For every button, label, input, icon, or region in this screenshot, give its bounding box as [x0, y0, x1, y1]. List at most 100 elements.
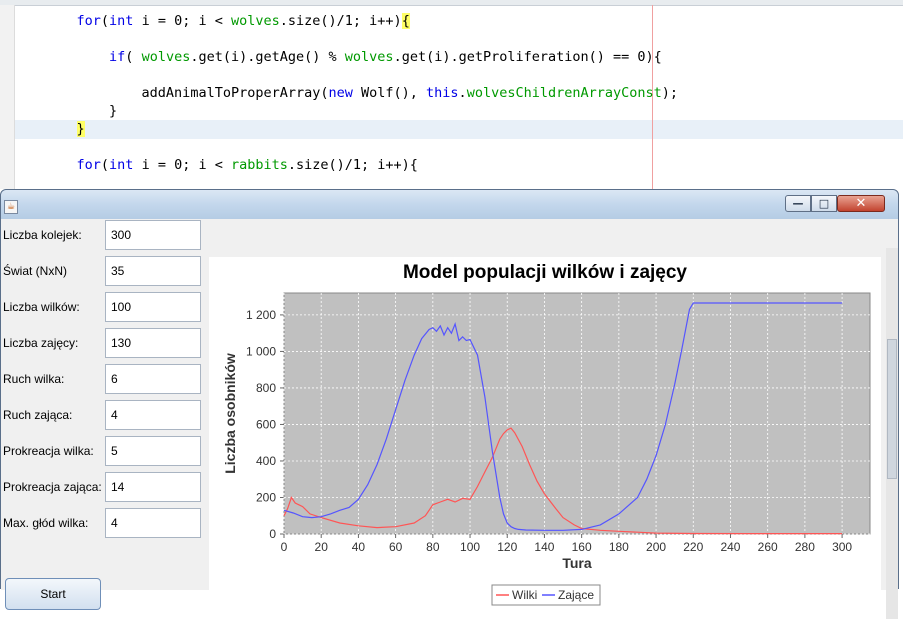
code-token: . [458, 85, 467, 101]
code-editor-background: for(int i = 0; i < wolves.size()/1; i++)… [0, 0, 903, 189]
x-tick-label: 60 [389, 540, 403, 554]
x-tick-label: 120 [497, 540, 517, 554]
series-line-wilki [283, 427, 843, 535]
editor-current-line-highlight [15, 120, 903, 139]
code-line[interactable]: } [44, 120, 85, 138]
code-token: ( [125, 49, 142, 65]
start-button[interactable]: Start [5, 578, 101, 610]
field-input[interactable]: 100 [105, 292, 201, 322]
y-tick-label: 200 [256, 490, 276, 504]
code-line[interactable]: addAnimalToProperArray(new Wolf(), this.… [44, 84, 678, 102]
code-indent [44, 103, 109, 119]
field-label: Ruch zająca: [3, 408, 73, 422]
app-window: ☕ — □ ✕ Liczba kolejek: 300 Świat (NxN) 35 L… [0, 189, 899, 619]
x-tick-label: 0 [281, 540, 288, 554]
java-app-icon: ☕ [4, 200, 18, 214]
code-token: int [109, 157, 134, 173]
code-token: .get(i).getProliferation() == 0){ [393, 49, 662, 65]
plot-area [283, 292, 871, 535]
field-input[interactable]: 35 [105, 256, 201, 286]
field-label: Liczba wilków: [3, 300, 80, 314]
close-button[interactable]: ✕ [837, 195, 885, 212]
code-token: wolvesChildrenArrayConst [466, 85, 662, 101]
x-tick-label: 300 [832, 540, 852, 554]
legend-label-zajace: Zające [558, 588, 594, 602]
field-input[interactable]: 5 [105, 436, 201, 466]
x-tick-label: 240 [720, 540, 740, 554]
code-token: } [109, 103, 118, 119]
editor-toolbar-strip [0, 0, 903, 6]
x-tick-label: 220 [683, 540, 703, 554]
code-token: rabbits [230, 157, 288, 173]
legend-label-wilki: Wilki [512, 588, 537, 602]
x-tick-label: 20 [315, 540, 329, 554]
y-tick-label: 0 [269, 527, 276, 541]
field-input[interactable]: 300 [105, 220, 201, 250]
minimize-button[interactable]: — [785, 195, 811, 212]
code-indent [44, 85, 142, 101]
code-token: i = 0; i < [133, 157, 231, 173]
y-tick-label: 1 200 [246, 308, 276, 322]
code-indent [44, 157, 77, 173]
code-indent [44, 13, 77, 29]
x-tick-label: 200 [646, 540, 666, 554]
field-input[interactable]: 6 [105, 364, 201, 394]
code-indent [44, 121, 77, 137]
maximize-icon: □ [818, 197, 830, 210]
side-scrollbar-thumb[interactable] [887, 339, 897, 479]
code-indent [44, 49, 109, 65]
code-token: Wolf(), [352, 85, 427, 101]
field-label: Ruch wilka: [3, 372, 65, 386]
maximize-button[interactable]: □ [811, 195, 837, 212]
window-content: Liczba kolejek: 300 Świat (NxN) 35 Liczba wi… [1, 219, 898, 619]
minimize-icon: — [792, 197, 804, 210]
editor-gutter [0, 5, 15, 189]
x-tick-label: 100 [460, 540, 480, 554]
chart-title: Model populacji wilków i zajęcy [403, 262, 687, 283]
y-tick-label: 1 000 [246, 344, 276, 358]
code-token: .size()/1; i++){ [287, 157, 418, 173]
x-tick-label: 140 [534, 540, 554, 554]
code-token: new [328, 85, 353, 101]
field-label: Max. głód wilka: [3, 516, 89, 530]
x-tick-label: 180 [609, 540, 629, 554]
code-line[interactable]: } [44, 102, 117, 120]
field-input[interactable]: 14 [105, 472, 201, 502]
code-line[interactable]: for(int i = 0; i < rabbits.size()/1; i++… [44, 156, 418, 174]
code-token: ); [661, 85, 679, 101]
code-token: ( [100, 157, 110, 173]
x-tick-label: 280 [795, 540, 815, 554]
code-token: } [76, 121, 85, 137]
code-token: wolves [344, 49, 394, 65]
x-tick-label: 260 [758, 540, 778, 554]
chart-panel: Model populacji wilków i zajęcy 0 200 400 60… [209, 257, 881, 607]
field-label: Świat (NxN) [3, 264, 68, 278]
code-token: int [109, 13, 134, 29]
x-axis-label: Tura [562, 555, 592, 571]
code-token: for [76, 157, 101, 173]
field-label: Liczba zajęcy: [3, 336, 79, 350]
code-line[interactable]: for(int i = 0; i < wolves.size()/1; i++)… [44, 12, 410, 30]
field-input[interactable]: 130 [105, 328, 201, 358]
close-icon: ✕ [855, 196, 867, 211]
code-line[interactable]: if( wolves.get(i).getAge() % wolves.get(… [44, 48, 662, 66]
code-token: wolves [230, 13, 280, 29]
field-label: Liczba kolejek: [3, 228, 82, 242]
code-token: if [109, 49, 126, 65]
field-input[interactable]: 4 [105, 400, 201, 430]
code-token: wolves [141, 49, 191, 65]
population-chart: Model populacji wilków i zajęcy020040060… [222, 262, 871, 606]
code-token: for [76, 13, 101, 29]
y-tick-label: 600 [256, 417, 276, 431]
code-token: { [401, 13, 410, 29]
x-tick-label: 160 [572, 540, 592, 554]
field-input[interactable]: 4 [105, 508, 201, 538]
y-tick-label: 400 [256, 454, 276, 468]
window-titlebar[interactable]: ☕ — □ ✕ [1, 190, 898, 219]
field-label: Prokreacja zająca: [3, 480, 102, 494]
code-token: .size()/1; i++) [279, 13, 402, 29]
editor-margin-line [652, 5, 653, 189]
code-token: this [426, 85, 459, 101]
code-token: addAnimalToProperArray( [141, 85, 329, 101]
code-token: i = 0; i < [133, 13, 231, 29]
